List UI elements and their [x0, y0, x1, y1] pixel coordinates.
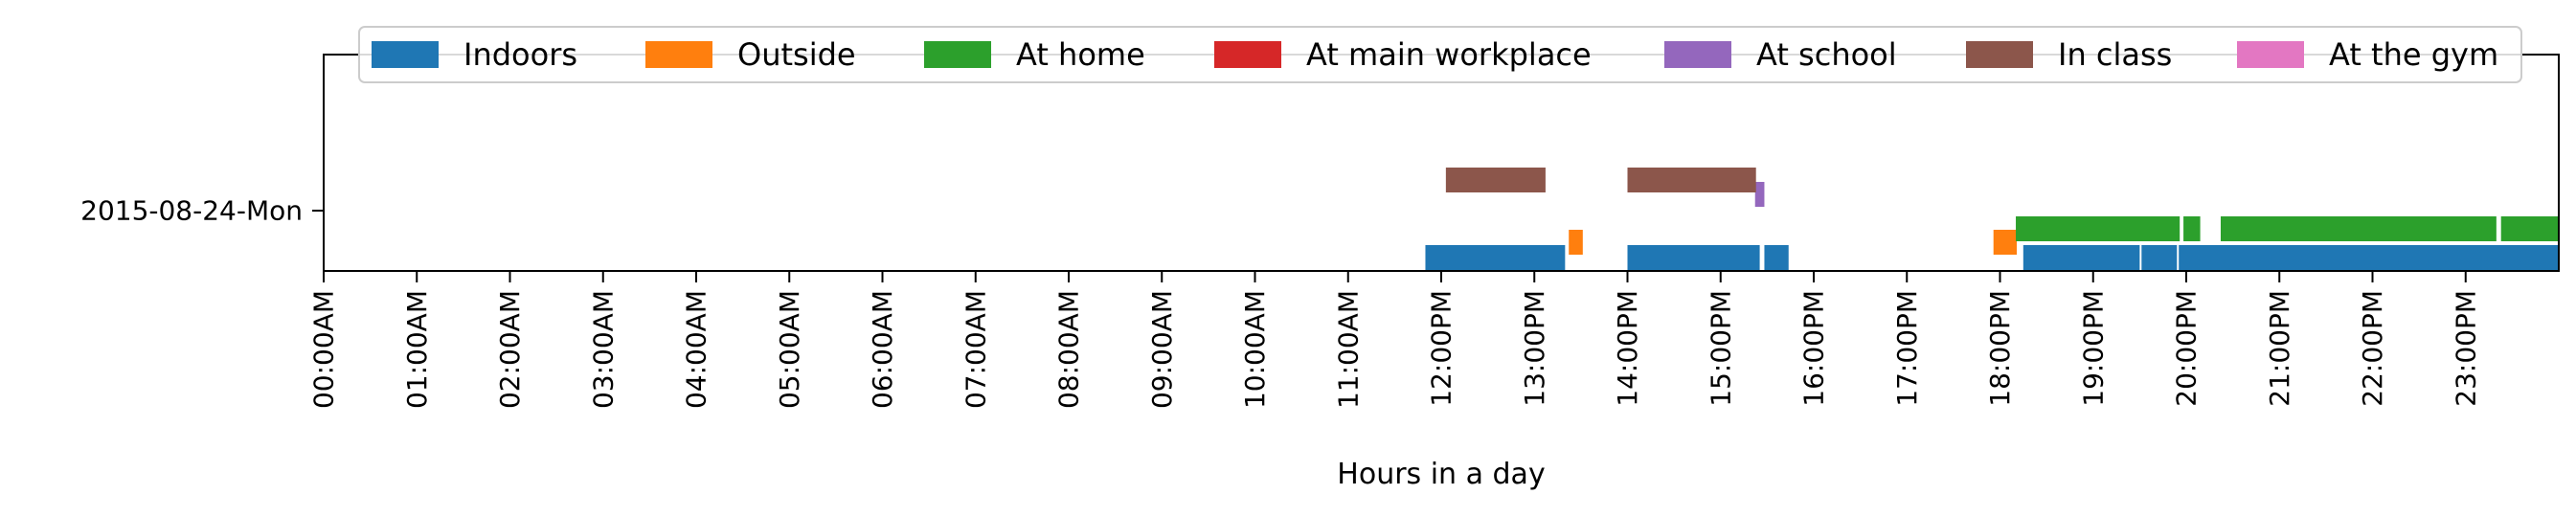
x-tick-label: 15:00PM	[1705, 290, 1736, 407]
interval-bar	[1425, 245, 1566, 270]
x-tick-label: 07:00AM	[960, 290, 991, 409]
x-tick-label: 10:00AM	[1239, 290, 1271, 409]
x-tick-label: 22:00PM	[2357, 290, 2388, 407]
x-tick-label: 06:00AM	[867, 290, 898, 409]
interval-bar	[1993, 230, 2018, 255]
x-tick-label: 05:00AM	[774, 290, 805, 409]
x-tick-label: 00:00AM	[308, 290, 340, 409]
x-tick-label: 19:00PM	[2077, 290, 2109, 407]
interval-bar	[1627, 245, 1760, 270]
x-tick-label: 12:00PM	[1426, 290, 1457, 407]
interval-bar	[1569, 230, 1583, 255]
legend-swatch	[1214, 41, 1281, 68]
interval-bar	[2022, 245, 2140, 270]
x-tick-label: 23:00PM	[2450, 290, 2481, 407]
x-tick-label: 09:00AM	[1146, 290, 1178, 409]
interval-bars	[1425, 168, 2559, 270]
x-tick-label: 02:00AM	[494, 290, 526, 409]
x-tick-label: 11:00AM	[1332, 290, 1364, 409]
interval-bar	[2183, 216, 2201, 241]
legend-label: At home	[1016, 36, 1145, 73]
y-axis: 2015-08-24-Mon	[80, 195, 324, 227]
legend-swatch	[924, 41, 991, 68]
x-tick-label: 08:00AM	[1053, 290, 1085, 409]
interval-bar	[2141, 245, 2178, 270]
x-axis-label: Hours in a day	[1337, 458, 1545, 491]
legend-label: At main workplace	[1306, 36, 1592, 73]
x-tick-label: 20:00PM	[2171, 290, 2203, 407]
legend-label: At school	[1756, 36, 1897, 73]
x-tick-label: 01:00AM	[401, 290, 433, 409]
interval-bar	[1627, 168, 1756, 192]
legend-swatch	[2237, 41, 2304, 68]
legend: Indoors Outside At home At main workplace At…	[358, 26, 2522, 83]
x-tick-label: 13:00PM	[1519, 290, 1550, 407]
legend-label: At the gym	[2329, 36, 2498, 73]
x-tick-label: 03:00AM	[587, 290, 619, 409]
x-tick-label: 04:00AM	[681, 290, 712, 409]
interval-bar	[1754, 182, 1765, 207]
x-tick-label: 17:00PM	[1891, 290, 1923, 407]
x-tick-label: 16:00PM	[1798, 290, 1830, 407]
x-tick-label: 14:00PM	[1612, 290, 1643, 407]
x-axis: 00:00AM 01:00AM 02:00AM 03:00AM 04:00AM 05:00…	[308, 271, 2481, 409]
interval-bar	[1445, 168, 1546, 192]
legend-swatch	[645, 41, 712, 68]
legend-label: In class	[2058, 36, 2172, 73]
interval-bar	[2016, 216, 2181, 241]
x-tick-label: 21:00PM	[2264, 290, 2295, 407]
legend-swatch	[372, 41, 439, 68]
legend-label: Outside	[737, 36, 856, 73]
interval-bar	[2220, 216, 2497, 241]
y-tick-label: 2015-08-24-Mon	[80, 195, 303, 227]
interval-bar	[2179, 245, 2559, 270]
legend-swatch	[1664, 41, 1731, 68]
interval-bar	[2500, 216, 2559, 241]
legend-label: Indoors	[463, 36, 577, 73]
legend-swatch	[1966, 41, 2033, 68]
interval-bar	[1764, 245, 1789, 270]
legend-box	[358, 26, 2522, 83]
x-tick-label: 18:00PM	[1984, 290, 2016, 407]
